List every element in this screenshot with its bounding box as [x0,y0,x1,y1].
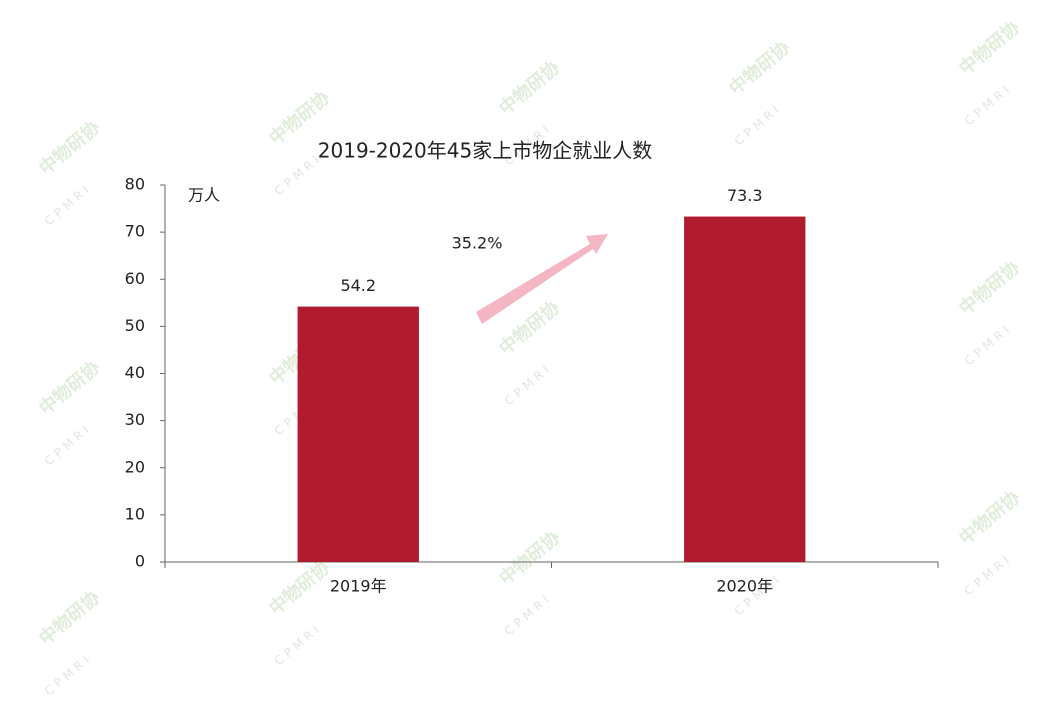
bar [297,306,419,562]
watermark-name: 中物研协 [955,486,1024,549]
x-tick-label: 2019年 [330,577,387,596]
y-tick-label: 20 [125,457,145,476]
y-tick-label: 10 [125,504,145,523]
watermark-abbr: CPMRI [42,180,95,228]
watermark-abbr: CPMRI [502,590,555,638]
watermark-abbr: CPMRI [962,320,1015,368]
watermark-abbr: CPMRI [732,100,785,148]
watermark-abbr: CPMRI [272,620,325,668]
bar [684,216,806,563]
y-tick-label: 50 [125,316,145,335]
watermark-name: 中物研协 [955,256,1024,319]
watermark-name: 中物研协 [955,16,1024,79]
y-tick-label: 80 [125,175,145,194]
value-label: 54.2 [340,276,376,295]
watermark-name: 中物研协 [495,526,564,589]
watermark-abbr: CPMRI [42,650,95,698]
growth-annotation: 35.2% [452,234,503,253]
watermark-name: 中物研协 [265,556,334,619]
x-tick-label: 2020年 [716,577,773,596]
value-label: 73.3 [727,186,763,205]
watermark-abbr: CPMRI [42,420,95,468]
chart-title: 2019-2020年45家上市物企就业人数 [318,139,652,163]
y-tick-label: 60 [125,269,145,288]
watermark-name: 中物研协 [35,356,104,419]
watermark-name: 中物研协 [35,586,104,649]
growth-arrow [476,234,608,324]
watermark-abbr: CPMRI [502,360,555,408]
y-tick-label: 40 [125,363,145,382]
watermark-abbr: CPMRI [962,80,1015,128]
watermarks: 中物研协CPMRI中物研协CPMRI中物研协CPMRI中物研协CPMRI中物研协… [35,16,1024,698]
y-tick-label: 30 [125,410,145,429]
y-unit: 万人 [188,186,220,205]
watermark-name: 中物研协 [725,36,794,99]
y-tick-label: 0 [135,552,145,571]
watermark-name: 中物研协 [495,56,564,119]
watermark-name: 中物研协 [35,116,104,179]
watermark-abbr: CPMRI [962,550,1015,598]
y-tick-label: 70 [125,222,145,241]
